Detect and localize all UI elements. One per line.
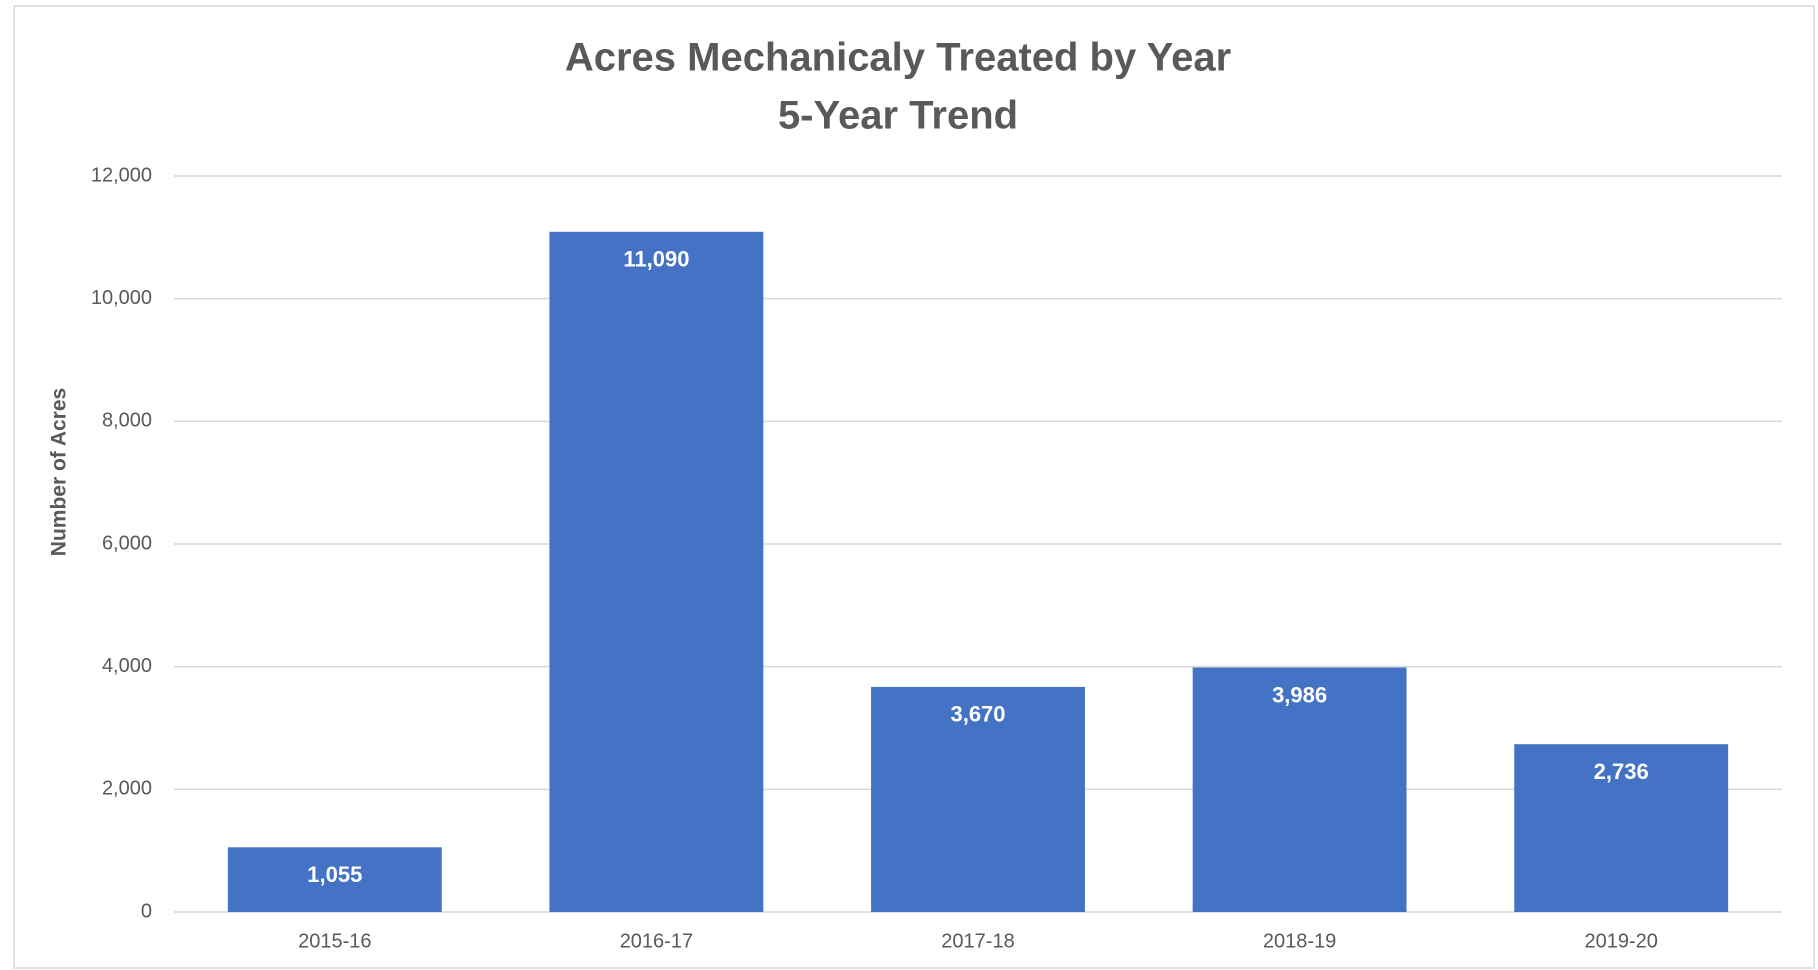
y-tick-label: 8,000	[102, 410, 152, 432]
y-tick-label: 2,000	[102, 778, 152, 800]
data-label: 2,736	[1594, 759, 1649, 784]
data-label: 11,090	[623, 247, 689, 272]
chart-title: Acres Mechanicaly Treated by Year	[565, 36, 1231, 80]
y-tick-label: 4,000	[102, 655, 152, 677]
x-tick-label: 2018-19	[1263, 930, 1336, 952]
chart-subtitle: 5-Year Trend	[778, 94, 1018, 138]
bar	[871, 686, 1085, 912]
data-label: 1,055	[307, 862, 362, 887]
data-label: 3,670	[950, 702, 1005, 727]
bar	[1192, 667, 1407, 912]
x-tick-label: 2015-16	[298, 930, 371, 952]
y-axis-label: Number of Acres	[48, 388, 71, 556]
bar	[1514, 744, 1729, 912]
x-tick-label: 2017-18	[941, 930, 1014, 952]
bar	[227, 847, 442, 912]
y-tick-label: 10,000	[91, 287, 152, 309]
y-tick-label: 0	[141, 900, 152, 922]
x-tick-label: 2019-20	[1584, 930, 1657, 952]
y-tick-label: 12,000	[91, 164, 152, 186]
x-tick-label: 2016-17	[620, 930, 693, 952]
data-label: 3,986	[1272, 682, 1327, 707]
y-tick-label: 6,000	[102, 532, 152, 554]
bar	[549, 231, 764, 912]
